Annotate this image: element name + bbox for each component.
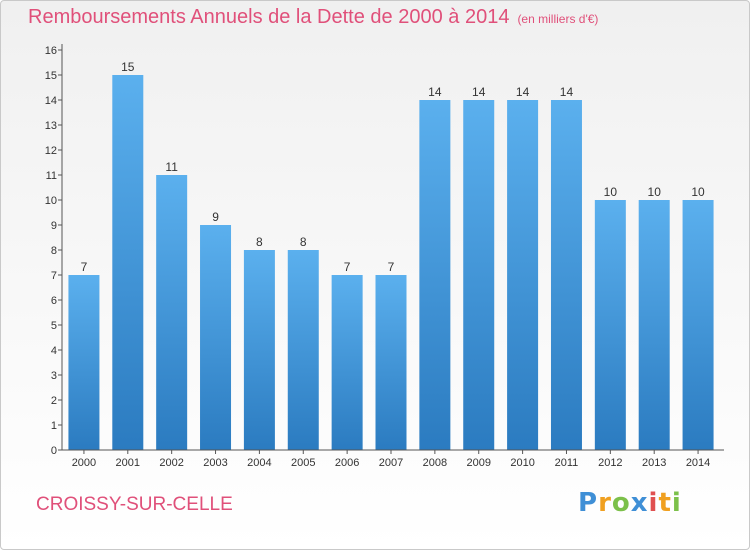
- bar: [550, 100, 582, 450]
- bar-value-label: 15: [121, 60, 135, 74]
- y-tick-label: 8: [51, 245, 57, 257]
- x-tick-label: 2000: [72, 457, 96, 469]
- y-tick-label: 2: [51, 395, 57, 407]
- bar-value-label: 7: [388, 260, 395, 274]
- bar: [68, 275, 100, 450]
- x-tick-label: 2010: [510, 457, 534, 469]
- bar-value-label: 8: [300, 235, 307, 249]
- bar-value-label: 14: [428, 85, 442, 99]
- x-tick-label: 2008: [423, 457, 447, 469]
- bar: [156, 175, 188, 450]
- x-tick-label: 2005: [291, 457, 315, 469]
- bar: [112, 75, 144, 450]
- x-tick-label: 2011: [555, 457, 579, 469]
- bar: [638, 200, 670, 450]
- bar-value-label: 7: [81, 260, 88, 274]
- bar-value-label: 10: [648, 185, 662, 199]
- x-tick-label: 2013: [642, 457, 666, 469]
- bar-value-label: 14: [472, 85, 486, 99]
- x-tick-label: 2012: [598, 457, 622, 469]
- x-tick-label: 2004: [247, 457, 271, 469]
- y-tick-label: 16: [45, 45, 57, 57]
- bar: [594, 200, 626, 450]
- bar: [463, 100, 495, 450]
- y-tick-label: 10: [45, 195, 57, 207]
- bar: [200, 225, 232, 450]
- y-tick-label: 6: [51, 295, 57, 307]
- y-tick-label: 11: [46, 170, 57, 182]
- bar-value-label: 14: [560, 85, 574, 99]
- chart-subtitle: (en milliers d'€): [517, 12, 599, 26]
- x-tick-label: 2009: [466, 457, 490, 469]
- x-tick-label: 2007: [379, 457, 403, 469]
- y-tick-label: 1: [51, 420, 57, 432]
- x-tick-label: 2002: [159, 457, 183, 469]
- y-tick-label: 13: [45, 120, 57, 132]
- proxiti-logo: Proxiti: [578, 488, 682, 518]
- bar-value-label: 8: [256, 235, 263, 249]
- bar: [375, 275, 407, 450]
- bar: [419, 100, 451, 450]
- bar-value-label: 10: [604, 185, 618, 199]
- y-tick-label: 4: [51, 345, 57, 357]
- x-tick-label: 2006: [335, 457, 359, 469]
- x-tick-label: 2003: [203, 457, 227, 469]
- y-tick-label: 14: [45, 95, 57, 107]
- x-tick-label: 2014: [686, 457, 710, 469]
- bar-value-label: 10: [691, 185, 705, 199]
- bar: [682, 200, 714, 450]
- bar: [507, 100, 539, 450]
- bar-value-label: 14: [516, 85, 530, 99]
- chart-title: Remboursements Annuels de la Dette de 20…: [28, 6, 598, 29]
- y-tick-label: 7: [51, 270, 57, 282]
- bar-value-label: 9: [212, 210, 219, 224]
- bar-value-label: 11: [165, 160, 178, 174]
- bar: [243, 250, 275, 450]
- x-tick-label: 2001: [116, 457, 140, 469]
- bar: [331, 275, 363, 450]
- y-tick-label: 3: [51, 370, 57, 382]
- commune-name: CROISSY-SUR-CELLE: [36, 494, 233, 515]
- y-tick-label: 9: [51, 220, 57, 232]
- y-tick-label: 5: [51, 320, 57, 332]
- bar: [287, 250, 319, 450]
- bar-value-label: 7: [344, 260, 351, 274]
- y-tick-label: 15: [45, 70, 57, 82]
- y-tick-label: 12: [45, 145, 57, 157]
- y-tick-label: 0: [51, 445, 57, 457]
- chart-title-text: Remboursements Annuels de la Dette de 20…: [28, 6, 510, 28]
